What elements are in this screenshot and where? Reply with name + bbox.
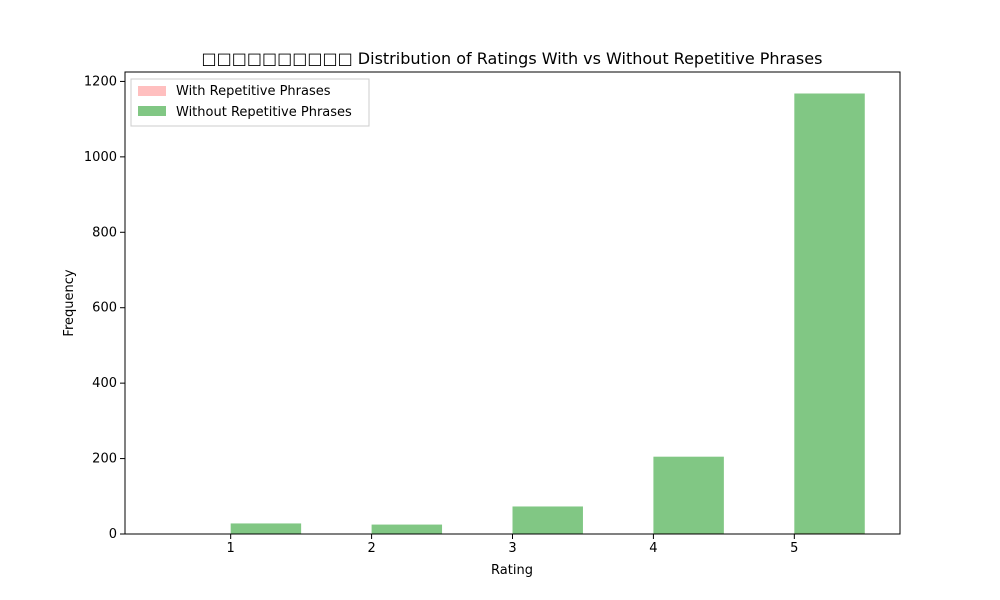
y-tick-label-200: 200 xyxy=(92,452,117,467)
ticks-layer: 1 2 3 4 5 0 200 400 600 800 1000 1200 xyxy=(84,74,799,556)
bar-series-2-rating-2 xyxy=(371,524,443,534)
x-tick-label-4: 4 xyxy=(649,541,657,556)
chart-title: □□□□□□□□□□ Distribution of Ratings With … xyxy=(202,49,823,68)
x-tick-label-3: 3 xyxy=(508,541,516,556)
bar-series-2-rating-1 xyxy=(230,523,302,534)
legend-swatch-with xyxy=(138,86,166,96)
y-axis-label: Frequency xyxy=(62,269,77,336)
legend-label-with: With Repetitive Phrases xyxy=(176,84,331,99)
y-tick-label-600: 600 xyxy=(92,301,117,316)
y-tick-label-800: 800 xyxy=(92,225,117,240)
y-tick-label-0: 0 xyxy=(109,527,117,542)
legend-swatch-without xyxy=(138,106,166,116)
x-tick-label-5: 5 xyxy=(790,541,798,556)
legend-label-without: Without Repetitive Phrases xyxy=(176,105,352,120)
legend-box xyxy=(130,78,370,127)
axes-layer xyxy=(124,71,901,535)
bar-series-2-rating-5 xyxy=(794,93,865,535)
bar-series-2-rating-4 xyxy=(653,456,724,534)
bars-layer xyxy=(230,93,865,535)
x-tick-label-1: 1 xyxy=(227,541,235,556)
bar-series-2-rating-3 xyxy=(512,506,583,534)
y-tick-label-1200: 1200 xyxy=(84,74,117,89)
plot-frame xyxy=(124,71,901,535)
x-axis-label: Rating xyxy=(491,563,533,578)
y-tick-label-1000: 1000 xyxy=(84,150,117,165)
x-tick-label-2: 2 xyxy=(367,541,375,556)
legend: With Repetitive Phrases Without Repetiti… xyxy=(130,78,370,127)
y-tick-label-400: 400 xyxy=(92,376,117,391)
